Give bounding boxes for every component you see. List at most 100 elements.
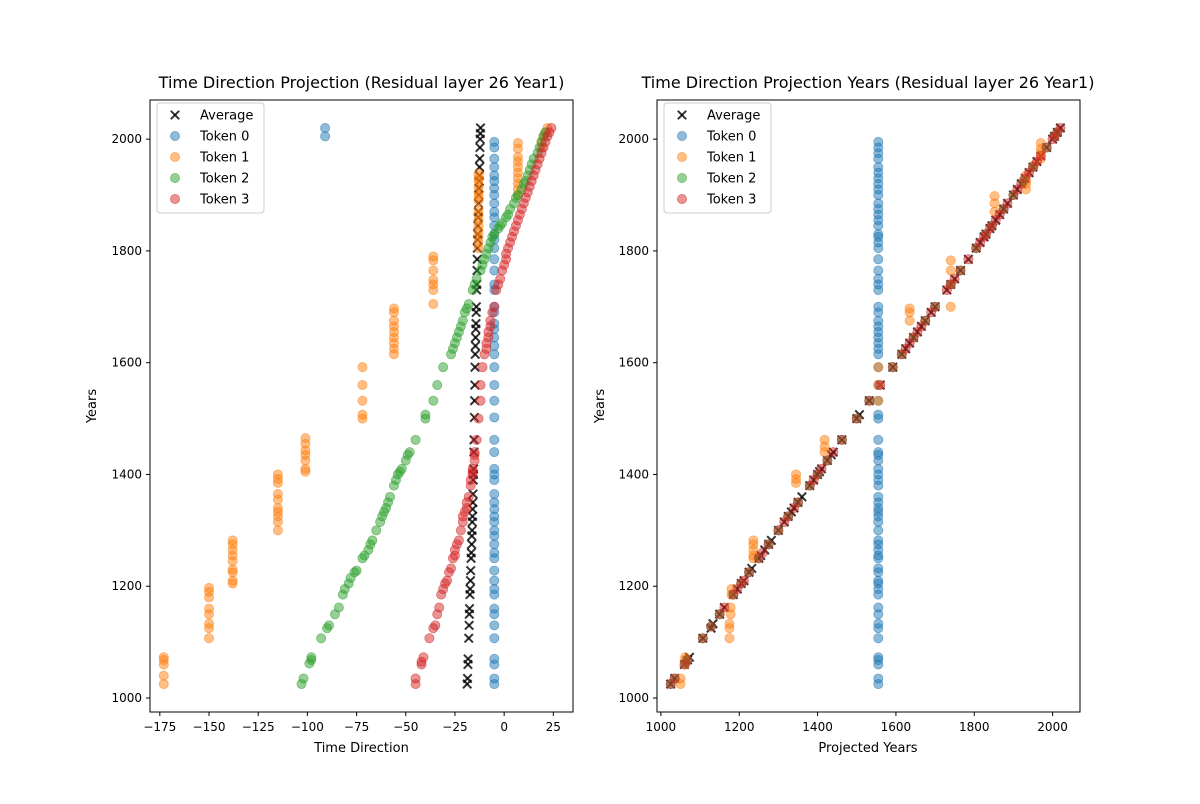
data-point [469,447,480,458]
data-point [489,525,500,536]
data-point [473,413,484,424]
data-point [714,609,725,620]
data-point [396,463,407,474]
data-point [467,463,478,474]
data-point [724,633,735,644]
data-point [819,434,830,445]
tick-layer: −175 −150 −125 −100 −75 −50 −25 0 25 1000 1200 1400… [111,132,561,734]
data-point [963,254,974,265]
chart-title: Time Direction Projection Years (Residua… [641,73,1095,92]
data-point [489,547,500,558]
data-point [873,563,884,574]
data-point [822,455,833,466]
chart-title: Time Direction Projection (Residual laye… [158,73,565,92]
data-point [434,602,445,613]
average-marker [474,153,485,164]
legend-item: Token 2 [169,172,249,187]
x-tick-label: 1000 [646,720,677,734]
data-point [489,447,500,458]
data-point [920,315,931,326]
data-point [489,575,500,586]
data-point [428,251,439,262]
data-point [738,575,749,586]
data-point [371,525,382,536]
data-point [357,362,368,373]
data-point [757,547,768,558]
data-point [945,265,956,276]
data-point [272,525,283,536]
data-point [471,434,482,445]
data-point [357,409,368,420]
average-marker [470,332,481,343]
x-tick-label: −75 [344,720,369,734]
average-marker [466,539,477,550]
data-point [873,198,884,209]
legend-item: Average [677,109,760,124]
x-tick-label: −50 [393,720,418,734]
data-point [477,362,488,373]
data-point [697,633,708,644]
data-point [489,633,500,644]
data-point [489,349,500,360]
data-point [489,603,500,614]
data-point [706,621,717,632]
marks-layer [665,122,1066,690]
series-token-0 [873,136,884,690]
data-point [873,673,884,684]
legend-label: Token 3 [199,193,249,208]
data-point [489,673,500,684]
data-point [489,153,500,164]
data-point [463,491,474,502]
data-point [682,655,693,666]
average-marker [470,341,481,351]
data-point [410,673,421,684]
data-point [320,131,331,142]
data-point [930,301,941,312]
data-point [873,633,884,644]
data-point [204,603,215,614]
data-point [873,447,884,458]
data-point [489,198,500,209]
data-point [475,395,486,406]
data-point [955,265,966,276]
data-point [388,303,399,314]
data-point [489,412,500,423]
data-point [473,168,484,179]
data-point [512,152,523,163]
tick-layer: 1000 1200 1400 1600 1800 2000 1000 1200 1400 1600… [618,132,1067,734]
data-point [828,447,839,458]
axes-frame [656,99,1081,713]
x-tick-label: −100 [291,720,324,734]
data-point [428,298,439,309]
data-point [367,535,378,546]
data-point [489,584,500,595]
data-point [1041,142,1052,153]
legend-marker [169,172,180,183]
average-marker [467,511,478,522]
y-tick-label: 1400 [111,467,142,481]
legend-marker [677,151,688,162]
data-point [763,539,774,550]
legend-box [663,102,772,214]
x-tick-label: 1600 [881,720,912,734]
average-marker [470,362,480,373]
data-point [428,265,439,276]
data-point [489,162,500,173]
y-tick-label: 1800 [618,244,649,258]
y-tick-label: 1400 [618,467,649,481]
data-point [489,395,500,406]
data-point [227,535,238,546]
data-point [424,633,435,644]
data-point [873,254,884,265]
data-point [204,633,215,644]
marks-layer [158,122,557,690]
data-point [873,301,884,312]
data-point [873,136,884,147]
data-point [324,620,335,631]
legend-label: Token 1 [706,151,756,166]
average-marker [466,547,477,558]
data-point [851,413,862,424]
average-marker [464,603,475,614]
x-axis-label: Projected Years [818,741,917,756]
data-point [471,273,482,284]
